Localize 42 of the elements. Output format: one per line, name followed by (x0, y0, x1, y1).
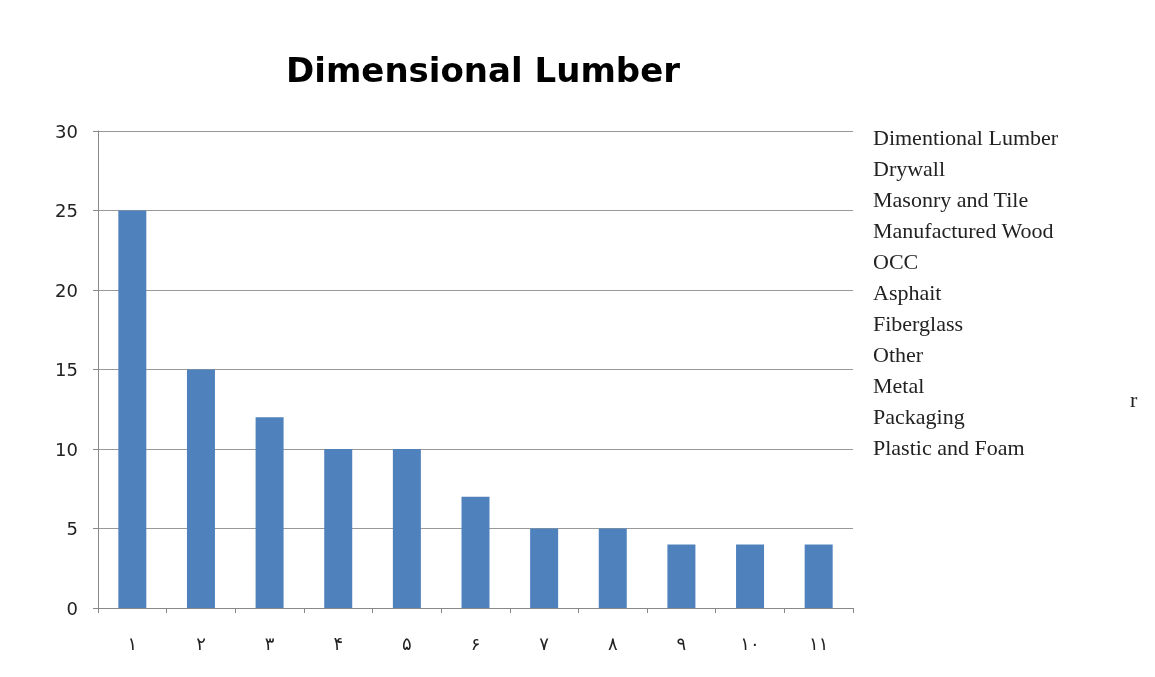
x-tick-label: ۳ (264, 632, 275, 654)
x-tick-label: ۱ (127, 632, 138, 654)
x-tick-label: ۵ (402, 632, 412, 654)
bar (667, 544, 696, 608)
y-tick-label: 30 (55, 120, 78, 142)
bar (324, 449, 353, 608)
x-tick-label: ۶ (470, 632, 481, 654)
bar (392, 449, 421, 608)
text: Manufactured Wood (873, 217, 1054, 243)
y-tick-label: 10 (55, 438, 78, 460)
bar (186, 369, 215, 608)
text: r (1130, 386, 1138, 412)
x-tick-label: ۱۰ (740, 632, 760, 654)
text: Other (873, 341, 924, 367)
text: Fiberglass (873, 310, 964, 336)
bar (736, 544, 765, 608)
text: Masonry and Tile (873, 186, 1029, 212)
bar (255, 417, 284, 608)
bar (804, 544, 833, 608)
y-tick-label: 5 (66, 518, 78, 539)
text: Plastic and Foam (873, 434, 1025, 460)
x-tick-label: ۷ (539, 632, 550, 654)
x-tick-label: ۹ (676, 632, 687, 654)
bar (530, 528, 559, 608)
x-tick-label: ۸ (607, 632, 618, 654)
bar (598, 528, 627, 608)
x-tick-label: ۲ (196, 632, 206, 654)
text: OCC (873, 248, 919, 274)
text: Metal (873, 372, 925, 398)
text: Dimentional Lumber (873, 124, 1059, 150)
x-tick-label: ۴ (333, 632, 344, 654)
y-tick-label: 25 (55, 200, 78, 221)
y-tick-label: 20 (55, 279, 78, 301)
text: Drywall (873, 155, 946, 181)
bar (461, 496, 490, 608)
x-tick-label: ۱۱ (809, 632, 829, 654)
text: Asphait (873, 279, 942, 305)
y-tick-label: 15 (55, 359, 78, 380)
y-tick-label: 0 (66, 597, 78, 619)
bar (118, 210, 147, 608)
chart-title: Dimensional Lumber (286, 50, 681, 90)
text: Packaging (873, 403, 965, 429)
